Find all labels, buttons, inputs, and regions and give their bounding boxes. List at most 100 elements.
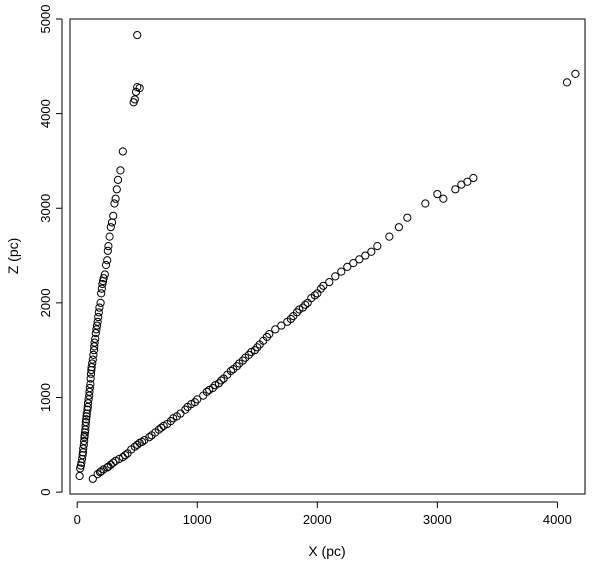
data-point [103,246,112,255]
data-point [166,417,175,426]
data-point [130,95,139,104]
data-point [100,270,109,279]
y-tick-label: 3000 [38,194,53,223]
data-point [82,415,91,424]
data-point [133,30,142,40]
data-point [87,365,96,375]
data-point [103,256,112,265]
data-point [92,321,102,330]
data-point [403,213,412,222]
data-point [135,83,144,93]
data-point [277,321,286,330]
data-point [298,303,307,312]
data-point [104,241,113,251]
data-point [137,437,147,447]
data-point [92,325,101,334]
data-point [367,247,376,256]
data-point [469,173,478,183]
data-point [88,474,97,483]
data-point [95,303,104,312]
data-point [76,464,85,473]
data-point [337,267,346,276]
data-point [232,362,241,371]
data-point [325,277,334,287]
data-point [80,428,90,437]
data-point [80,436,89,446]
x-tick-label: 2000 [303,512,332,527]
data-point [85,383,94,393]
data-point [86,380,95,389]
y-axis: 0 1000 2000 3000 4000 5000 [38,5,63,496]
data-point [463,177,472,186]
data-point [303,298,312,307]
data-point [91,329,100,338]
data-point [355,255,364,264]
y-tick-label: 2000 [38,288,53,317]
data-point [571,69,580,78]
data-point [145,433,154,442]
x-tick-label: 3000 [423,512,452,527]
data-point [88,359,97,368]
data-point [97,467,106,476]
data-point [81,417,90,427]
data-point [80,431,89,440]
y-tick-label: 4000 [38,99,53,128]
data-point [319,281,328,290]
data-point [181,405,190,414]
data-point [112,185,121,194]
data-points [75,30,580,483]
x-tick-label: 1000 [183,512,212,527]
data-point [77,458,86,467]
data-point [226,366,235,376]
y-tick-label: 1000 [38,383,53,412]
y-tick-label: 0 [38,488,53,495]
data-point [81,421,90,430]
data-point [421,199,430,208]
data-point [121,451,130,460]
data-point [109,211,118,220]
data-point [373,241,382,251]
data-point [86,374,95,383]
data-point [157,423,166,432]
data-point [91,334,100,343]
data-point [106,223,115,232]
data-point [110,199,119,208]
x-tick-label: 4000 [543,512,572,527]
data-point [97,289,106,298]
data-point [89,350,98,360]
data-point [433,189,442,199]
data-point [90,338,99,347]
data-point [394,223,404,232]
data-point [217,376,226,385]
data-point [83,399,93,408]
data-point [94,312,103,322]
data-point [86,369,96,378]
data-point [385,232,394,241]
data-point [316,284,325,293]
x-tick-label: 0 [74,512,81,527]
data-point [301,300,310,309]
data-point [190,398,199,407]
data-point [313,289,322,298]
data-point [111,194,120,203]
data-point [105,232,114,241]
data-point [286,314,295,324]
data-point [93,317,102,326]
data-point [238,356,247,365]
data-point [94,308,103,317]
data-point [97,284,106,293]
data-point [99,274,108,283]
data-point [75,471,84,481]
plot-frame [69,18,586,495]
data-point [109,458,118,467]
x-axis: 0 1000 2000 3000 4000 [74,501,572,527]
data-point [253,343,262,352]
data-point [439,194,448,203]
data-point [98,279,107,289]
data-point [87,363,96,372]
data-point [262,332,271,342]
data-point [208,383,217,393]
data-point [343,262,352,272]
data-point [214,379,223,388]
